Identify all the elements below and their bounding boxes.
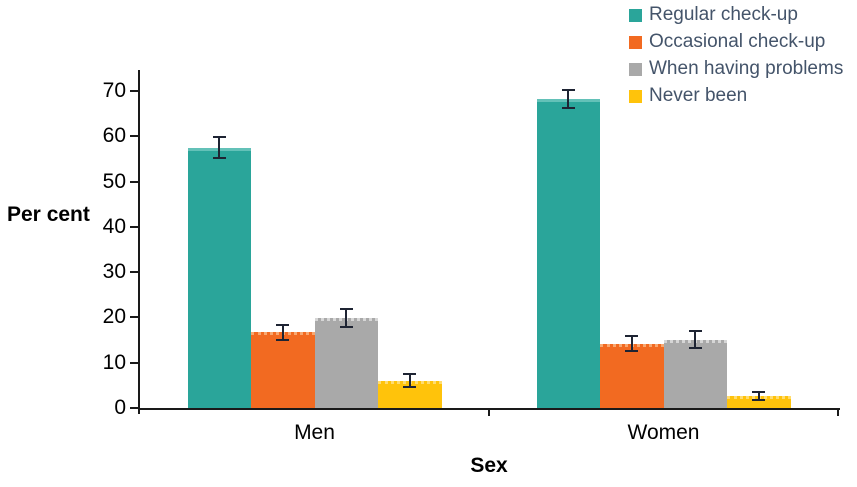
x-tick [837, 410, 839, 416]
legend-item: When having problems [629, 59, 843, 79]
y-tick-label: 30 [102, 260, 126, 284]
y-tick-label: 40 [102, 214, 126, 238]
legend-swatch-icon [629, 35, 642, 49]
bar-men-1 [187, 147, 251, 408]
error-bar-cap-top [339, 308, 353, 311]
x-axis-line [138, 408, 840, 410]
y-tick [130, 407, 138, 409]
x-tick [488, 410, 490, 416]
y-axis-title: Per cent [7, 203, 90, 226]
error-bar-line [408, 374, 411, 388]
error-bar-cap-top [688, 330, 702, 333]
legend-swatch-icon [629, 89, 642, 103]
y-tick [130, 180, 138, 183]
bar-women-3 [663, 339, 727, 408]
bar-men-2 [251, 332, 315, 408]
bar-men-3 [314, 318, 378, 408]
error-bar-line [694, 331, 697, 348]
error-bar-cap-bottom [625, 350, 639, 353]
x-axis-title: Sex [470, 454, 508, 477]
legend-label: Never been [649, 85, 748, 106]
y-tick-label: 10 [102, 350, 126, 374]
legend-item: Never been [629, 86, 843, 106]
legend: Regular check-up Occasional check-up When … [629, 5, 843, 113]
bar-women-1 [536, 98, 600, 408]
error-bar-cap-bottom [752, 398, 766, 401]
y-tick [130, 316, 138, 319]
error-bar-line [630, 335, 633, 352]
y-axis-line [138, 70, 140, 414]
y-tick-label: 50 [102, 169, 126, 193]
error-bar-line [281, 324, 284, 341]
y-tick-label: 70 [102, 79, 126, 102]
plot-area: 0 10 20 30 40 50 60 70 Men Women [103, 70, 840, 444]
bar-women-2 [600, 343, 664, 408]
category-label-men: Men [294, 421, 335, 444]
legend-item: Occasional check-up [629, 32, 843, 52]
legend-label: Regular check-up [649, 4, 798, 25]
legend-swatch-icon [629, 8, 642, 22]
error-bar-cap-top [212, 136, 226, 139]
y-tick [130, 225, 138, 228]
error-bar-cap-bottom [276, 339, 290, 342]
y-tick [130, 361, 138, 364]
legend-swatch-icon [629, 62, 642, 76]
y-tick-label: 20 [102, 305, 126, 329]
error-bar-cap-top [752, 390, 766, 393]
error-bar-line [757, 391, 760, 400]
category-label-women: Women [627, 421, 700, 444]
error-bar-line [218, 137, 221, 159]
y-tick-label: 0 [114, 396, 126, 419]
error-bar-cap-top [276, 323, 290, 326]
y-tick [130, 135, 138, 138]
error-bar-cap-top [403, 373, 417, 376]
error-bar-cap-bottom [339, 326, 353, 329]
legend-item: Regular check-up [629, 5, 843, 25]
y-tick-label: 60 [102, 124, 126, 148]
error-bar-cap-bottom [403, 386, 417, 389]
error-bar-cap-bottom [688, 346, 702, 349]
y-tick [130, 90, 138, 92]
error-bar-cap-top [561, 88, 575, 91]
error-bar-cap-bottom [212, 157, 226, 160]
legend-label: When having problems [649, 58, 844, 79]
error-bar-line [345, 309, 348, 328]
legend-label: Occasional check-up [649, 31, 826, 52]
y-tick [130, 271, 138, 274]
error-bar-cap-bottom [561, 106, 575, 109]
error-bar-cap-top [625, 334, 639, 337]
error-bar-line [567, 89, 570, 108]
